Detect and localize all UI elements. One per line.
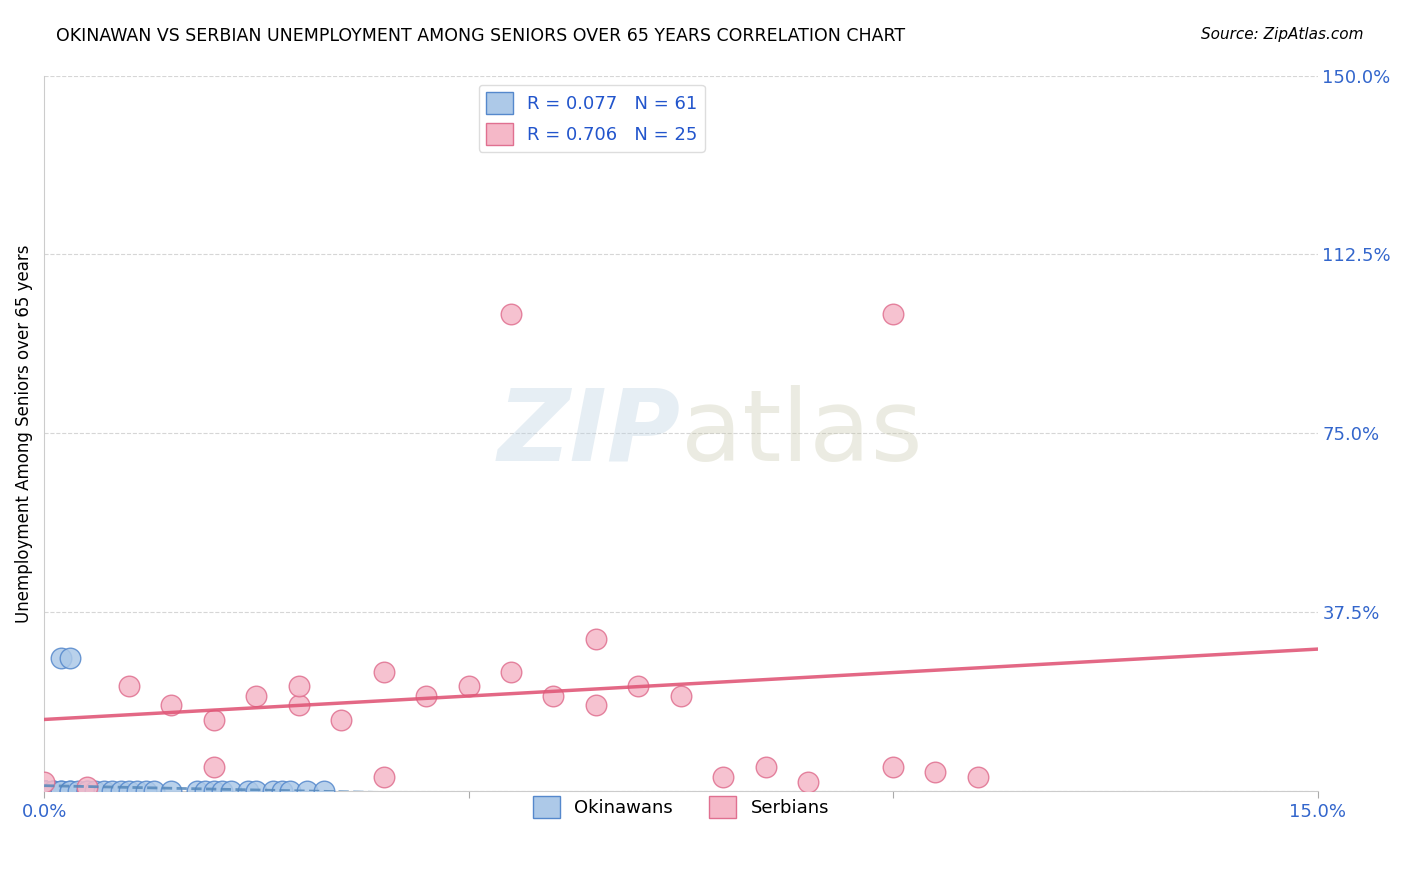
Y-axis label: Unemployment Among Seniors over 65 years: Unemployment Among Seniors over 65 years [15, 244, 32, 623]
Point [32, 784, 55, 798]
Point [314, 784, 336, 798]
Point [186, 784, 208, 798]
Point [457, 679, 479, 693]
Point [32, 784, 55, 798]
Point [32, 784, 55, 798]
Point [93, 784, 115, 798]
Point [543, 689, 565, 703]
Point [32, 784, 55, 798]
Point [32, 784, 55, 798]
Point [32, 784, 55, 798]
Point [585, 632, 607, 646]
Point [143, 784, 166, 798]
Point [278, 784, 301, 798]
Point [499, 307, 522, 321]
Point [32, 784, 55, 798]
Point [288, 698, 311, 713]
Point [32, 784, 55, 798]
Point [41, 784, 63, 798]
Point [110, 784, 132, 798]
Point [270, 784, 292, 798]
Point [499, 665, 522, 679]
Point [245, 689, 267, 703]
Point [41, 784, 63, 798]
Point [236, 784, 259, 798]
Point [84, 784, 107, 798]
Text: OKINAWAN VS SERBIAN UNEMPLOYMENT AMONG SENIORS OVER 65 YEARS CORRELATION CHART: OKINAWAN VS SERBIAN UNEMPLOYMENT AMONG S… [56, 27, 905, 45]
Point [32, 784, 55, 798]
Point [135, 784, 157, 798]
Point [127, 784, 149, 798]
Point [711, 770, 734, 784]
Point [32, 784, 55, 798]
Point [202, 760, 225, 774]
Point [219, 784, 242, 798]
Point [76, 784, 98, 798]
Point [330, 713, 353, 727]
Point [262, 784, 284, 798]
Point [627, 679, 650, 693]
Point [924, 765, 946, 780]
Point [32, 784, 55, 798]
Point [32, 784, 55, 798]
Point [32, 784, 55, 798]
Point [202, 784, 225, 798]
Point [32, 784, 55, 798]
Point [669, 689, 692, 703]
Point [755, 760, 778, 774]
Point [118, 679, 141, 693]
Point [58, 784, 80, 798]
Point [32, 784, 55, 798]
Point [32, 784, 55, 798]
Text: Source: ZipAtlas.com: Source: ZipAtlas.com [1201, 27, 1364, 42]
Point [58, 650, 80, 665]
Point [297, 784, 319, 798]
Point [41, 784, 63, 798]
Point [373, 665, 395, 679]
Point [49, 784, 72, 798]
Point [32, 784, 55, 798]
Point [194, 784, 217, 798]
Text: ZIP: ZIP [498, 385, 681, 482]
Point [32, 784, 55, 798]
Point [32, 784, 55, 798]
Point [160, 698, 183, 713]
Point [76, 780, 98, 794]
Point [67, 784, 90, 798]
Point [32, 784, 55, 798]
Point [585, 698, 607, 713]
Point [415, 689, 437, 703]
Point [797, 774, 820, 789]
Point [49, 650, 72, 665]
Point [32, 784, 55, 798]
Point [32, 784, 55, 798]
Point [32, 784, 55, 798]
Point [101, 784, 124, 798]
Point [882, 307, 904, 321]
Point [967, 770, 990, 784]
Point [58, 784, 80, 798]
Point [32, 784, 55, 798]
Point [211, 784, 233, 798]
Legend: Okinawans, Serbians: Okinawans, Serbians [526, 789, 837, 825]
Point [32, 784, 55, 798]
Point [32, 774, 55, 789]
Point [245, 784, 267, 798]
Text: atlas: atlas [681, 385, 922, 482]
Point [882, 760, 904, 774]
Point [32, 784, 55, 798]
Point [160, 784, 183, 798]
Point [49, 784, 72, 798]
Point [118, 784, 141, 798]
Point [32, 784, 55, 798]
Point [288, 679, 311, 693]
Point [32, 784, 55, 798]
Point [202, 713, 225, 727]
Point [76, 784, 98, 798]
Point [32, 784, 55, 798]
Point [373, 770, 395, 784]
Point [32, 784, 55, 798]
